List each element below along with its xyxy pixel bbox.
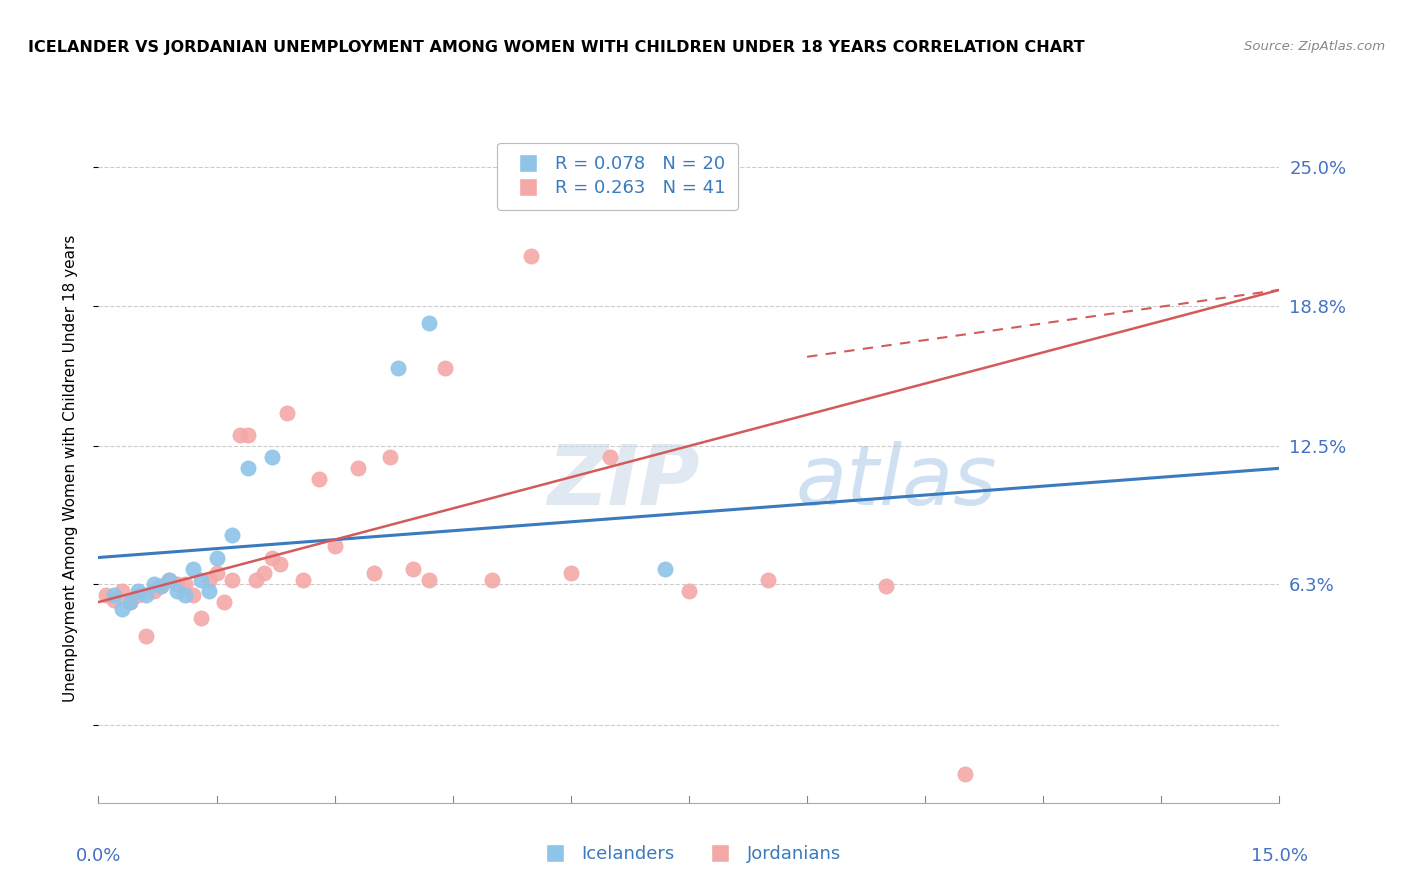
Point — [135, 628, 157, 642]
Point — [481, 573, 503, 587]
Point — [402, 562, 425, 576]
Point — [654, 562, 676, 576]
Point — [756, 573, 779, 587]
Point — [433, 361, 456, 376]
Point — [142, 577, 165, 591]
Point — [197, 573, 219, 587]
Text: Source: ZipAtlas.com: Source: ZipAtlas.com — [1244, 40, 1385, 54]
Point — [103, 592, 125, 607]
Point — [269, 557, 291, 572]
Point — [253, 566, 276, 581]
Point — [308, 473, 330, 487]
Point — [96, 589, 118, 603]
Point — [190, 573, 212, 587]
Text: ZIP: ZIP — [547, 442, 700, 522]
Point — [150, 580, 173, 594]
Text: ICELANDER VS JORDANIAN UNEMPLOYMENT AMONG WOMEN WITH CHILDREN UNDER 18 YEARS COR: ICELANDER VS JORDANIAN UNEMPLOYMENT AMON… — [28, 40, 1085, 55]
Point — [347, 461, 370, 475]
Point — [678, 584, 700, 599]
Point — [197, 584, 219, 599]
Point — [875, 580, 897, 594]
Point — [260, 550, 283, 565]
Point — [229, 428, 252, 442]
Point — [181, 589, 204, 603]
Point — [292, 573, 315, 587]
Point — [205, 550, 228, 565]
Point — [118, 595, 141, 609]
Point — [127, 584, 149, 599]
Point — [214, 595, 236, 609]
Point — [520, 250, 543, 264]
Point — [418, 317, 440, 331]
Point — [111, 584, 134, 599]
Point — [174, 589, 197, 603]
Text: atlas: atlas — [796, 442, 997, 522]
Point — [166, 584, 188, 599]
Point — [599, 450, 621, 465]
Point — [205, 566, 228, 581]
Point — [378, 450, 401, 465]
Point — [363, 566, 385, 581]
Point — [181, 562, 204, 576]
Point — [142, 584, 165, 599]
Point — [118, 595, 141, 609]
Point — [103, 589, 125, 603]
Point — [260, 450, 283, 465]
Point — [157, 573, 180, 587]
Text: 15.0%: 15.0% — [1251, 847, 1308, 865]
Point — [135, 589, 157, 603]
Point — [418, 573, 440, 587]
Point — [560, 566, 582, 581]
Point — [236, 461, 259, 475]
Y-axis label: Unemployment Among Women with Children Under 18 years: Unemployment Among Women with Children U… — [63, 235, 77, 702]
Point — [157, 573, 180, 587]
Point — [236, 428, 259, 442]
Point — [276, 405, 298, 420]
Point — [323, 539, 346, 553]
Legend: Icelanders, Jordanians: Icelanders, Jordanians — [529, 838, 849, 871]
Point — [245, 573, 267, 587]
Point — [953, 766, 976, 781]
Point — [221, 573, 243, 587]
Point — [127, 589, 149, 603]
Point — [174, 577, 197, 591]
Point — [387, 361, 409, 376]
Point — [111, 602, 134, 616]
Point — [166, 577, 188, 591]
Text: 0.0%: 0.0% — [76, 847, 121, 865]
Point — [150, 580, 173, 594]
Point — [221, 528, 243, 542]
Point — [190, 611, 212, 625]
